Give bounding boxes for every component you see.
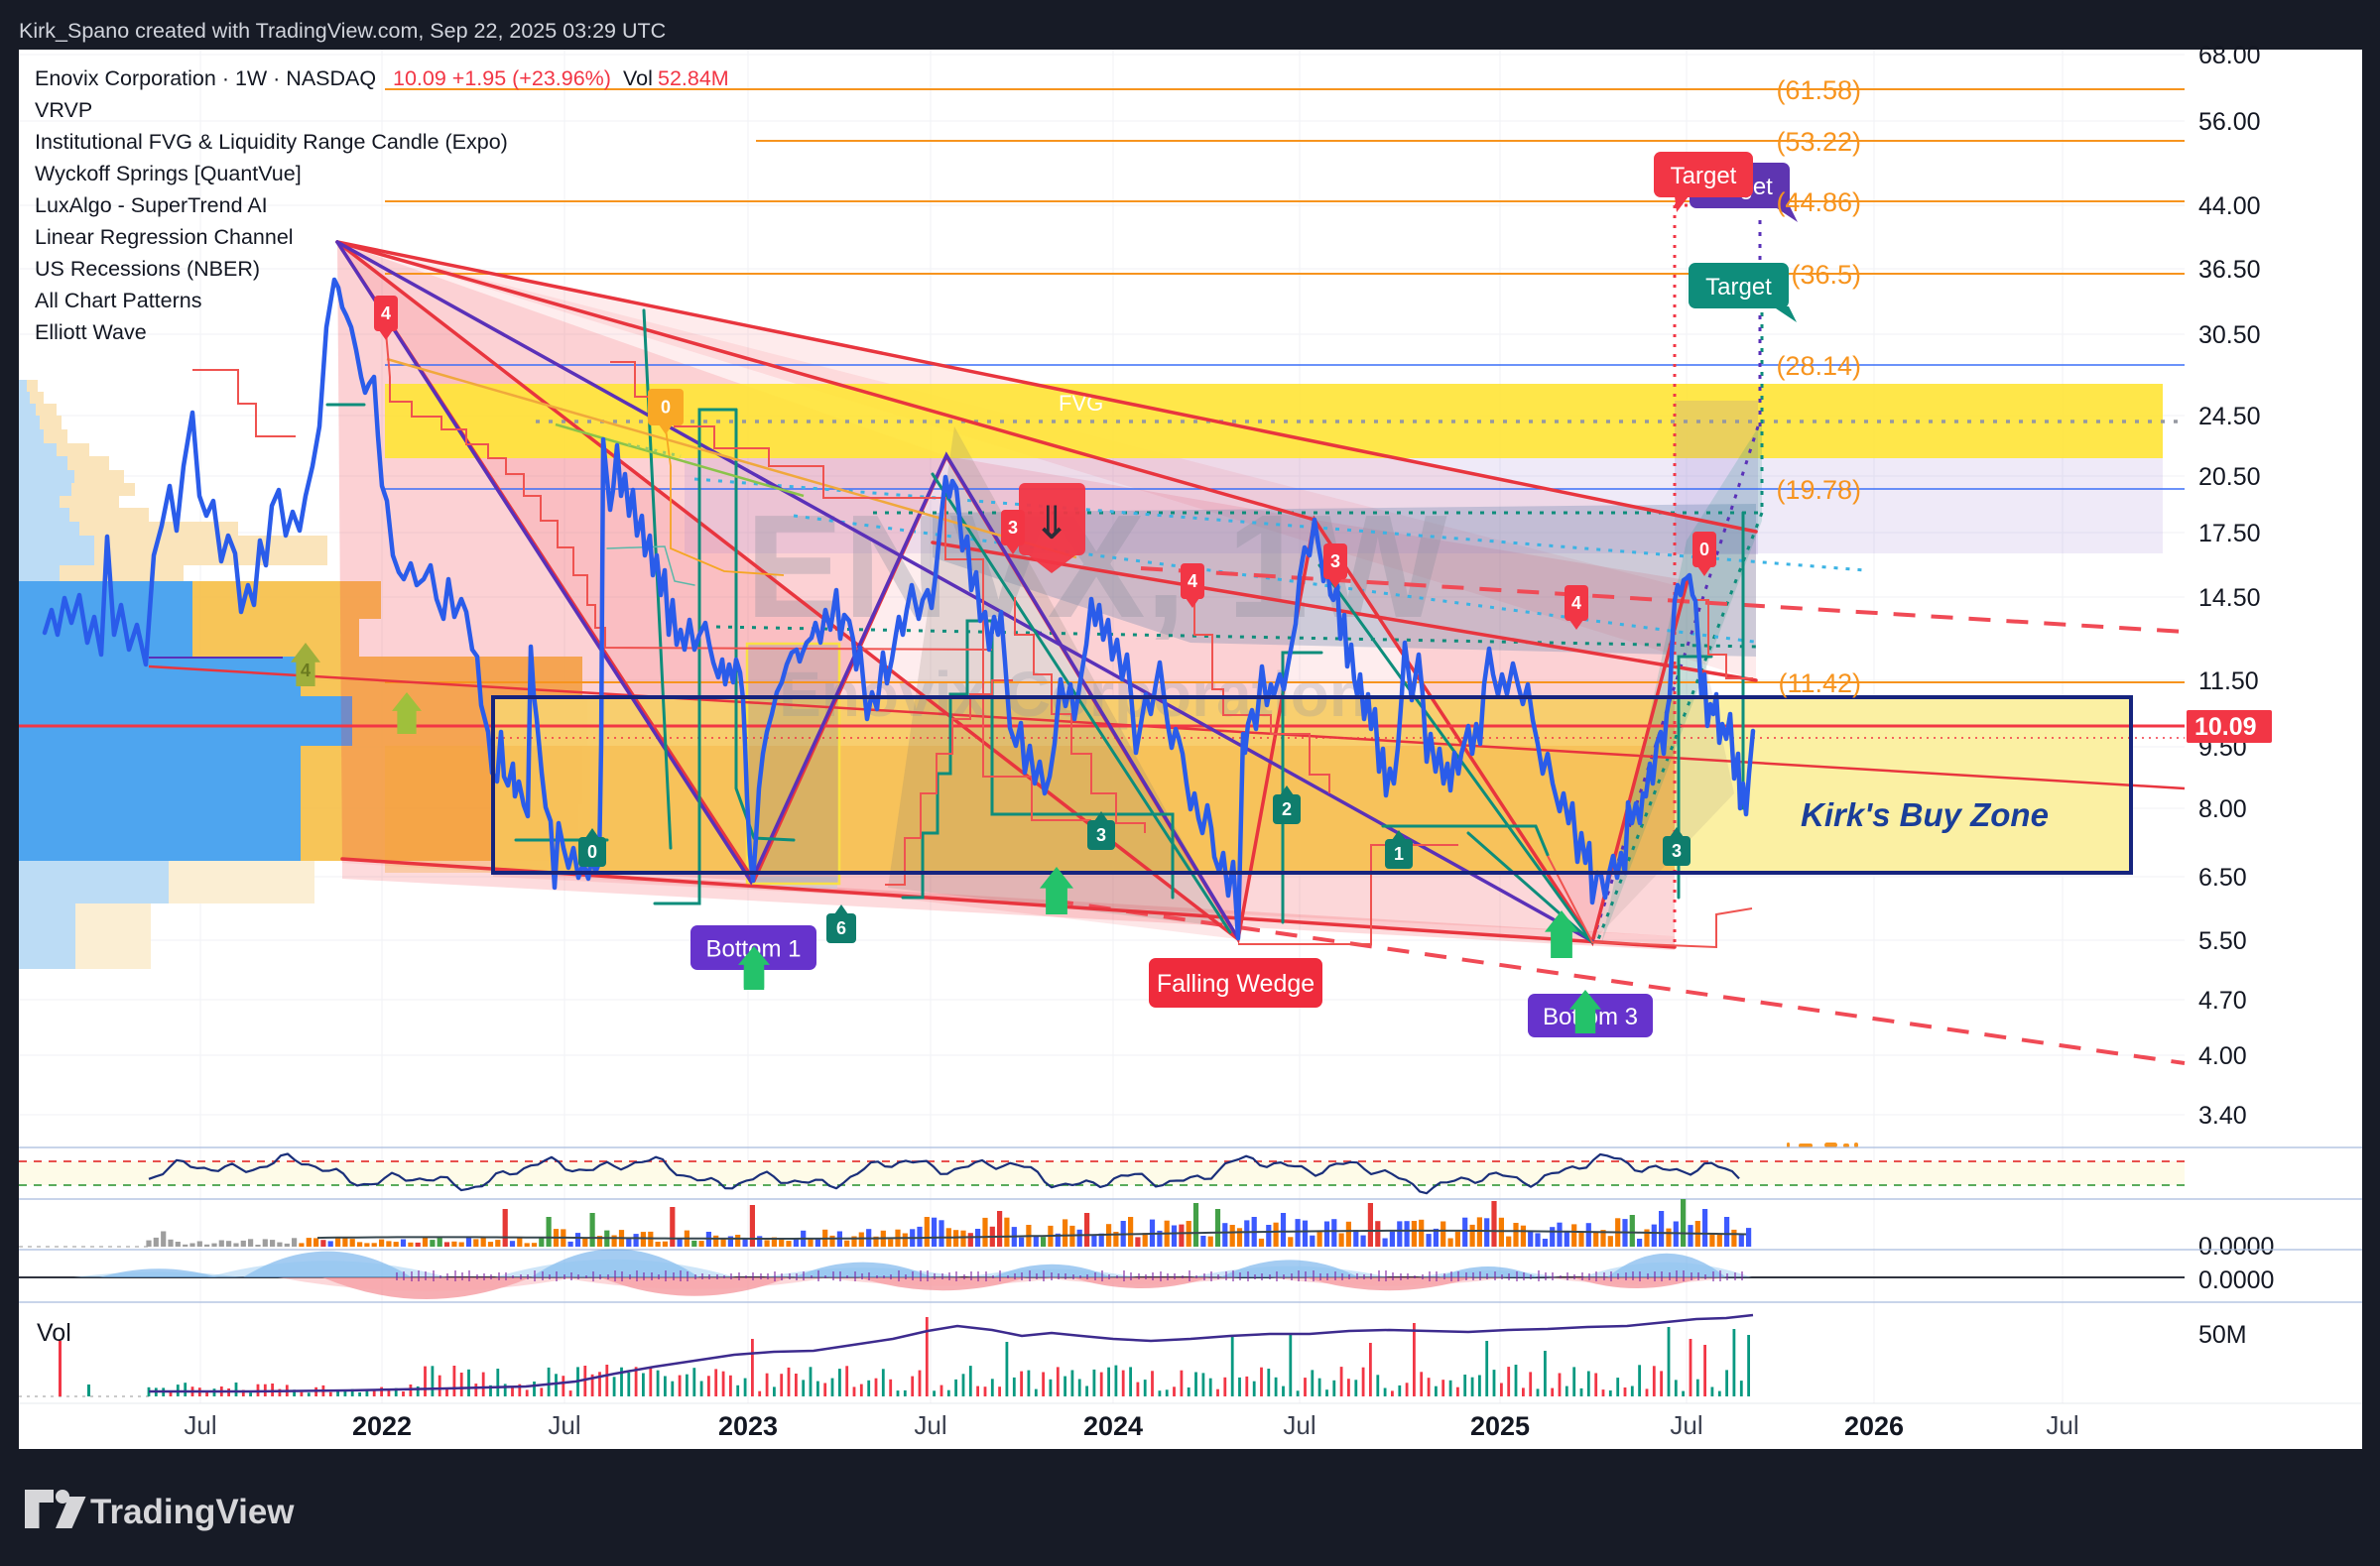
svg-text:0.0000: 0.0000 <box>2198 1233 2274 1261</box>
svg-text:4.70: 4.70 <box>2198 987 2247 1015</box>
svg-text:Wyckoff Springs [QuantVue]: Wyckoff Springs [QuantVue] <box>35 162 302 185</box>
svg-text:(53.22): (53.22) <box>1776 127 1861 157</box>
svg-text:Jul: Jul <box>1283 1410 1315 1440</box>
svg-text:Falling Wedge: Falling Wedge <box>1157 970 1315 998</box>
svg-text:52.84M: 52.84M <box>658 66 729 90</box>
svg-text:3: 3 <box>1096 825 1106 845</box>
svg-text:VRVP: VRVP <box>35 98 92 122</box>
svg-text:14.50: 14.50 <box>2198 584 2261 612</box>
svg-text:Jul: Jul <box>2046 1410 2078 1440</box>
svg-text:2023: 2023 <box>718 1411 778 1441</box>
svg-text:Kirk_Spano created with Tradin: Kirk_Spano created with TradingView.com,… <box>19 19 666 43</box>
svg-text:4: 4 <box>1571 593 1581 613</box>
svg-text:⇓: ⇓ <box>1033 497 1071 548</box>
svg-text:36.50: 36.50 <box>2198 256 2261 284</box>
svg-text:68.00: 68.00 <box>2198 42 2261 69</box>
svg-text:4: 4 <box>381 303 391 323</box>
svg-text:(19.78): (19.78) <box>1776 475 1861 505</box>
svg-text:10.09: 10.09 <box>2194 713 2257 741</box>
svg-text:Kirk's Buy Zone: Kirk's Buy Zone <box>1801 796 2049 833</box>
svg-text:44.00: 44.00 <box>2198 192 2261 220</box>
svg-text:10.09 +1.95 (+23.96%): 10.09 +1.95 (+23.96%) <box>393 66 611 90</box>
svg-text:Elliott Wave: Elliott Wave <box>35 320 147 344</box>
svg-text:0.0000: 0.0000 <box>2198 1266 2274 1294</box>
svg-text:(61.58): (61.58) <box>1776 75 1861 105</box>
svg-text:4: 4 <box>1188 571 1197 591</box>
svg-text:Jul: Jul <box>914 1410 946 1440</box>
svg-text:0: 0 <box>661 398 671 418</box>
svg-text:56.00: 56.00 <box>2198 108 2261 136</box>
svg-text:Target: Target <box>1671 163 1737 189</box>
svg-text:24.50: 24.50 <box>2198 403 2261 430</box>
svg-text:20.50: 20.50 <box>2198 463 2261 491</box>
svg-text:17.50: 17.50 <box>2198 520 2261 547</box>
svg-text:Vol: Vol <box>37 1319 71 1347</box>
svg-text:3: 3 <box>1008 518 1018 538</box>
svg-text:Enovix Corporation · 1W · NASD: Enovix Corporation · 1W · NASDAQ <box>35 66 376 90</box>
svg-text:(28.14): (28.14) <box>1776 351 1861 381</box>
svg-text:4.00: 4.00 <box>2198 1042 2247 1070</box>
svg-text:6.50: 6.50 <box>2198 864 2247 892</box>
svg-text:LuxAlgo - SuperTrend AI: LuxAlgo - SuperTrend AI <box>35 193 268 217</box>
svg-text:5.50: 5.50 <box>2198 927 2247 955</box>
svg-text:3.40: 3.40 <box>2198 1102 2247 1130</box>
svg-text:Target: Target <box>1705 274 1772 301</box>
svg-text:3: 3 <box>1330 551 1340 571</box>
svg-text:2024: 2024 <box>1083 1411 1143 1441</box>
svg-text:8.00: 8.00 <box>2198 795 2247 823</box>
svg-text:2025: 2025 <box>1470 1411 1530 1441</box>
svg-text:(36.5): (36.5) <box>1791 260 1861 290</box>
svg-text:0: 0 <box>1699 540 1709 559</box>
svg-text:Jul: Jul <box>548 1410 580 1440</box>
svg-text:2026: 2026 <box>1844 1411 1904 1441</box>
svg-text:2: 2 <box>1282 799 1292 819</box>
svg-text:TradingView: TradingView <box>90 1493 295 1531</box>
svg-text:All Chart Patterns: All Chart Patterns <box>35 289 201 312</box>
svg-text:Linear Regression Channel: Linear Regression Channel <box>35 225 294 249</box>
svg-text:Jul: Jul <box>1670 1410 1702 1440</box>
svg-text:3: 3 <box>1672 841 1682 861</box>
svg-text:US Recessions (NBER): US Recessions (NBER) <box>35 257 260 281</box>
svg-text:4: 4 <box>301 661 311 680</box>
svg-text:1: 1 <box>1394 844 1404 864</box>
svg-text:2022: 2022 <box>352 1411 412 1441</box>
svg-text:Vol: Vol <box>623 66 653 90</box>
svg-text:11.50: 11.50 <box>2198 667 2259 695</box>
svg-text:Institutional FVG & Liquidity: Institutional FVG & Liquidity Range Cand… <box>35 130 508 154</box>
svg-text:0: 0 <box>587 842 597 862</box>
svg-text:30.50: 30.50 <box>2198 321 2261 349</box>
svg-text:6: 6 <box>836 918 846 938</box>
svg-text:(11.42): (11.42) <box>1778 668 1861 698</box>
svg-text:(44.86): (44.86) <box>1776 187 1861 217</box>
svg-text:50M: 50M <box>2198 1321 2247 1349</box>
svg-text:Jul: Jul <box>184 1410 216 1440</box>
